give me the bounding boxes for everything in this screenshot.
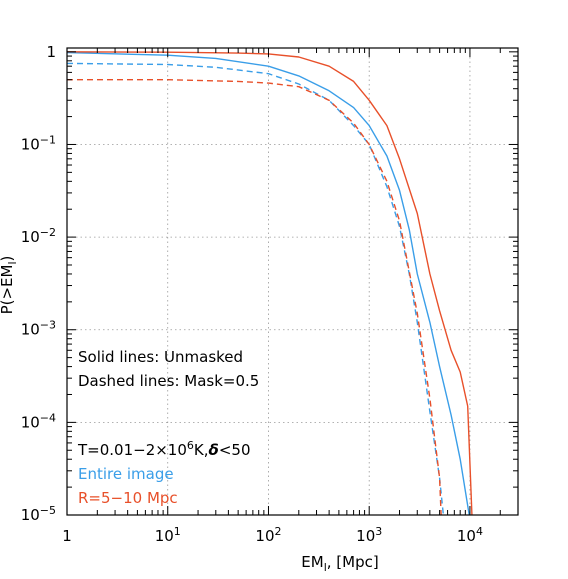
x-tick-label: 103	[356, 525, 382, 545]
y-tick-label: 10−5	[21, 504, 56, 524]
y-tick-label: 10−4	[21, 411, 56, 431]
x-tick-label: 101	[155, 525, 181, 545]
annotation-dashed-lines: Dashed lines: Mask=0.5	[78, 372, 259, 390]
x-axis-title: EMl, [Mpc]	[301, 553, 378, 574]
annotation-condition-prefix: T=0.01−2×10	[77, 441, 187, 459]
annotation-condition-tail: <50	[219, 441, 251, 459]
annotation-condition-suffix: K,	[194, 441, 209, 459]
x-tick-label: 104	[457, 525, 483, 545]
annotation-condition: T=0.01−2×106K,δ<50	[77, 439, 250, 459]
annotation-condition-exp: 6	[187, 439, 194, 452]
y-axis-title-sub: l	[6, 261, 19, 264]
x-tick-label: 1	[62, 527, 72, 545]
annotation-condition-delta: δ	[209, 441, 219, 459]
y-axis-title-suffix: )	[0, 256, 16, 262]
annotation-solid-lines: Solid lines: Unmasked	[78, 348, 243, 366]
y-tick-label: 10−2	[21, 226, 56, 246]
series-layer	[67, 51, 473, 515]
y-axis-title-main: P(>EM	[0, 265, 16, 315]
ticks	[66, 48, 519, 516]
series-line-solid-entire-image	[67, 51, 470, 515]
y-tick-label: 1	[46, 43, 56, 61]
x-axis-title-main: EM	[301, 553, 323, 571]
x-axis-title-suffix: , [Mpc]	[327, 553, 379, 571]
series-line-dashed-entire-image	[67, 62, 445, 515]
x-axis-title-sub: l	[324, 561, 327, 574]
y-tick-label: 10−1	[21, 133, 56, 153]
tick-labels: 1 101 102 103 104 1 10−1 10−2 10−3 10−4 10−5	[21, 43, 483, 545]
y-tick-label: 10−3	[21, 319, 56, 339]
y-axis-title: P(>EMl)	[0, 256, 19, 315]
legend-r-range: R=5−10 Mpc	[78, 489, 178, 507]
x-tick-label: 102	[255, 525, 281, 545]
series-line-dashed-r-range	[67, 78, 442, 515]
series-line-solid-r-range	[67, 51, 473, 515]
plot-frame	[66, 47, 519, 516]
legend-entire-image: Entire image	[78, 465, 174, 483]
